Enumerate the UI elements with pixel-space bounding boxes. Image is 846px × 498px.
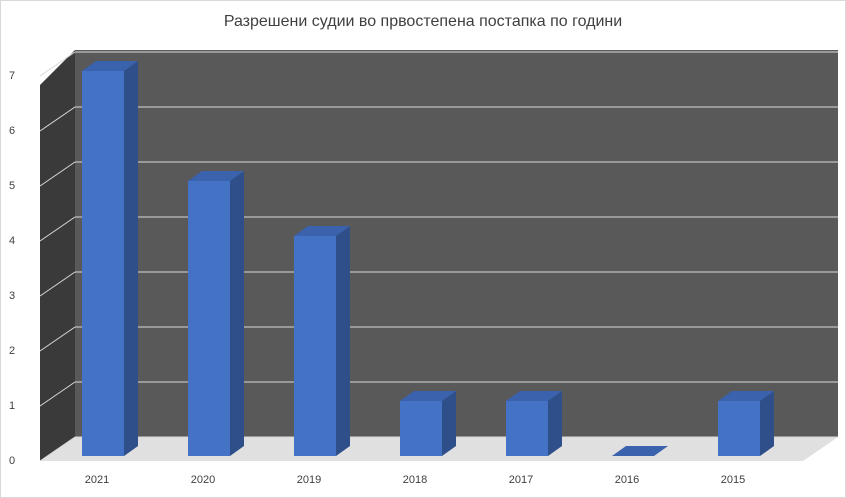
x-tick-label: 2017 <box>509 474 533 486</box>
x-tick-label: 2015 <box>721 474 745 486</box>
x-tick-label: 2020 <box>191 474 215 486</box>
bar-top <box>612 446 668 456</box>
y-tick-label: 1 <box>9 400 15 412</box>
grid-line <box>39 381 76 407</box>
bar-side <box>124 61 138 456</box>
bar-top <box>400 391 456 401</box>
grid-line <box>39 271 76 297</box>
chart-title: Разрешени судии во првостепена постапка … <box>224 13 622 30</box>
y-tick-label: 4 <box>9 235 15 247</box>
y-tick-label: 0 <box>9 455 15 467</box>
grid-line <box>39 216 76 242</box>
x-tick-label: 2021 <box>85 474 109 486</box>
x-tick-label: 2016 <box>615 474 639 486</box>
bar <box>400 401 442 456</box>
bar-side <box>230 171 244 456</box>
bar-top <box>506 391 562 401</box>
bar-top <box>188 171 244 181</box>
bar-side <box>548 391 562 456</box>
y-tick-label: 6 <box>9 125 15 137</box>
bar <box>82 71 124 456</box>
bar-side <box>760 391 774 456</box>
x-tick-label: 2018 <box>403 474 427 486</box>
y-tick-label: 7 <box>9 70 15 82</box>
bar-top <box>82 61 138 71</box>
y-tick-label: 3 <box>9 290 15 302</box>
bar <box>294 236 336 456</box>
grid-line <box>39 161 76 187</box>
bar <box>718 401 760 456</box>
back-wall <box>75 50 838 437</box>
bar-top <box>294 226 350 236</box>
bar <box>188 181 230 456</box>
grid-line <box>39 436 76 462</box>
grid-line <box>39 51 76 77</box>
grid-line <box>39 106 76 132</box>
x-tick-label: 2019 <box>297 474 321 486</box>
bar <box>506 401 548 456</box>
bar-top <box>718 391 774 401</box>
y-tick-label: 5 <box>9 180 15 192</box>
y-tick-label: 2 <box>9 345 15 357</box>
side-wall <box>40 50 75 461</box>
bar-side <box>336 226 350 456</box>
grid-line <box>39 326 76 352</box>
bar-side <box>442 391 456 456</box>
